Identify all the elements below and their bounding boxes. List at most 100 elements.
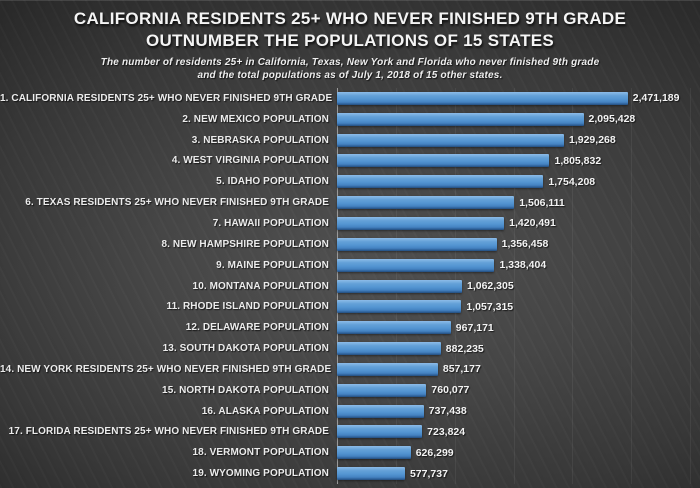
chart-subtitle: The number of residents 25+ in Californi… (0, 56, 700, 82)
bar (337, 175, 544, 189)
bar-track: 967,171 (337, 317, 690, 338)
category-label: 14. NEW YORK RESIDENTS 25+ WHO NEVER FIN… (0, 363, 332, 375)
bar-row: 12. DELAWARE POPULATION 967,171 (0, 317, 700, 338)
value-label: 1,338,404 (499, 259, 547, 272)
category-label: 18. VERMONT POPULATION (192, 447, 329, 459)
category-label: 15. NORTH DAKOTA POPULATION (162, 384, 329, 396)
bar-row: 11. RHODE ISLAND POPULATION 1,057,315 (0, 296, 700, 317)
bar-rows: 1. CALIFORNIA RESIDENTS 25+ WHO NEVER FI… (0, 88, 700, 484)
bar-track: 760,077 (337, 380, 690, 401)
bar-track: 1,420,491 (337, 213, 690, 234)
value-label: 1,057,315 (466, 300, 514, 313)
bar-track: 857,177 (337, 359, 690, 380)
value-label: 882,235 (445, 342, 484, 355)
bar-row: 9. MAINE POPULATION 1,338,404 (0, 255, 700, 276)
bar-track: 1,062,305 (337, 276, 690, 297)
bar (337, 279, 462, 293)
bar (337, 91, 628, 105)
bar-row: 18. VERMONT POPULATION 626,299 (0, 442, 700, 463)
value-label: 2,095,428 (588, 113, 636, 126)
bar-row: 5. IDAHO POPULATION 1,754,208 (0, 171, 700, 192)
category-label: 9. MAINE POPULATION (216, 259, 329, 271)
bar (337, 216, 505, 230)
category-label: 12. DELAWARE POPULATION (185, 322, 329, 334)
value-label: 723,824 (427, 425, 466, 438)
bar-row: 4. WEST VIRGINIA POPULATION 1,805,832 (0, 151, 700, 172)
bar-track: 1,057,315 (337, 296, 690, 317)
bar-track: 1,338,404 (337, 255, 690, 276)
category-label: 10. MONTANA POPULATION (192, 280, 329, 292)
value-label: 1,805,832 (554, 154, 602, 167)
value-label: 737,438 (428, 405, 467, 418)
category-label: 19. WYOMING POPULATION (192, 468, 329, 480)
chart-header: CALIFORNIA RESIDENTS 25+ WHO NEVER FINIS… (0, 8, 700, 82)
bar-track: 2,095,428 (337, 109, 690, 130)
value-label: 2,471,189 (632, 92, 680, 105)
bar-track: 1,506,111 (337, 192, 690, 213)
bar-row: 19. WYOMING POPULATION 577,737 (0, 463, 700, 484)
bar (337, 404, 424, 418)
gridline (690, 88, 691, 484)
plot-area: 1. CALIFORNIA RESIDENTS 25+ WHO NEVER FI… (0, 88, 700, 484)
bar (337, 237, 497, 251)
category-label: 8. NEW HAMPSHIRE POPULATION (161, 238, 329, 250)
bar-row: 6. TEXAS RESIDENTS 25+ WHO NEVER FINISHE… (0, 192, 700, 213)
bar (337, 196, 515, 210)
bar-row: 8. NEW HAMPSHIRE POPULATION 1,356,458 (0, 234, 700, 255)
bar (337, 425, 423, 439)
value-label: 1,062,305 (466, 280, 514, 293)
value-label: 1,420,491 (509, 217, 556, 230)
value-label: 1,506,111 (519, 196, 565, 209)
bar (337, 321, 451, 335)
category-label: 13. SOUTH DAKOTA POPULATION (162, 343, 329, 355)
value-label: 760,077 (431, 384, 470, 397)
bar-track: 626,299 (337, 442, 690, 463)
bar (337, 342, 441, 356)
bar-track: 1,929,268 (337, 130, 690, 151)
bar (337, 258, 495, 272)
bar-row: 10. MONTANA POPULATION 1,062,305 (0, 276, 700, 297)
gridline (513, 88, 515, 484)
chart-title-line-1: CALIFORNIA RESIDENTS 25+ WHO NEVER FINIS… (73, 9, 627, 28)
chart-subtitle-line-1: The number of residents 25+ in Californi… (100, 57, 600, 68)
bar-row: 16. ALASKA POPULATION 737,438 (0, 401, 700, 422)
bar (337, 133, 564, 147)
value-label: 626,299 (415, 446, 454, 459)
bar-row: 15. NORTH DAKOTA POPULATION 760,077 (0, 380, 700, 401)
category-label: 7. HAWAII POPULATION (212, 217, 329, 229)
bar-track: 723,824 (337, 422, 690, 443)
bar (337, 362, 438, 376)
bar (337, 467, 405, 481)
bar (337, 446, 411, 460)
bar-track: 1,356,458 (337, 234, 690, 255)
category-label: 11. RHODE ISLAND POPULATION (166, 301, 329, 313)
chart-title-line-2: OUTNUMBER THE POPULATIONS OF 15 STATES (145, 31, 555, 50)
bar-track: 1,754,208 (337, 171, 690, 192)
bar-track: 2,471,189 (337, 88, 690, 109)
value-label: 577,737 (409, 467, 448, 480)
bar (337, 112, 584, 126)
category-label: 1. CALIFORNIA RESIDENTS 25+ WHO NEVER FI… (0, 92, 333, 104)
bar-row: 7. HAWAII POPULATION 1,420,491 (0, 213, 700, 234)
bar-row: 3. NEBRASKA POPULATION 1,929,268 (0, 130, 700, 151)
value-label: 1,754,208 (548, 175, 596, 188)
category-label: 3. NEBRASKA POPULATION (191, 134, 329, 146)
category-label: 16. ALASKA POPULATION (201, 405, 329, 417)
category-label: 6. TEXAS RESIDENTS 25+ WHO NEVER FINISHE… (25, 197, 329, 209)
bar-row: 17. FLORIDA RESIDENTS 25+ WHO NEVER FINI… (0, 422, 700, 443)
category-label: 5. IDAHO POPULATION (216, 176, 329, 188)
value-label: 967,171 (455, 321, 494, 334)
bar-track: 737,438 (337, 401, 690, 422)
category-label: 17. FLORIDA RESIDENTS 25+ WHO NEVER FINI… (8, 426, 329, 438)
category-label: 4. WEST VIRGINIA POPULATION (171, 155, 329, 167)
bar-track: 882,235 (337, 338, 690, 359)
value-label: 1,929,268 (569, 134, 616, 147)
bar (337, 154, 550, 168)
gridline (631, 88, 633, 484)
bar (337, 300, 462, 314)
value-label: 1,356,458 (501, 238, 549, 251)
bar-row: 2. NEW MEXICO POPULATION 2,095,428 (0, 109, 700, 130)
bar-row: 1. CALIFORNIA RESIDENTS 25+ WHO NEVER FI… (0, 88, 700, 109)
bar (337, 383, 427, 397)
bar-row: 13. SOUTH DAKOTA POPULATION 882,235 (0, 338, 700, 359)
